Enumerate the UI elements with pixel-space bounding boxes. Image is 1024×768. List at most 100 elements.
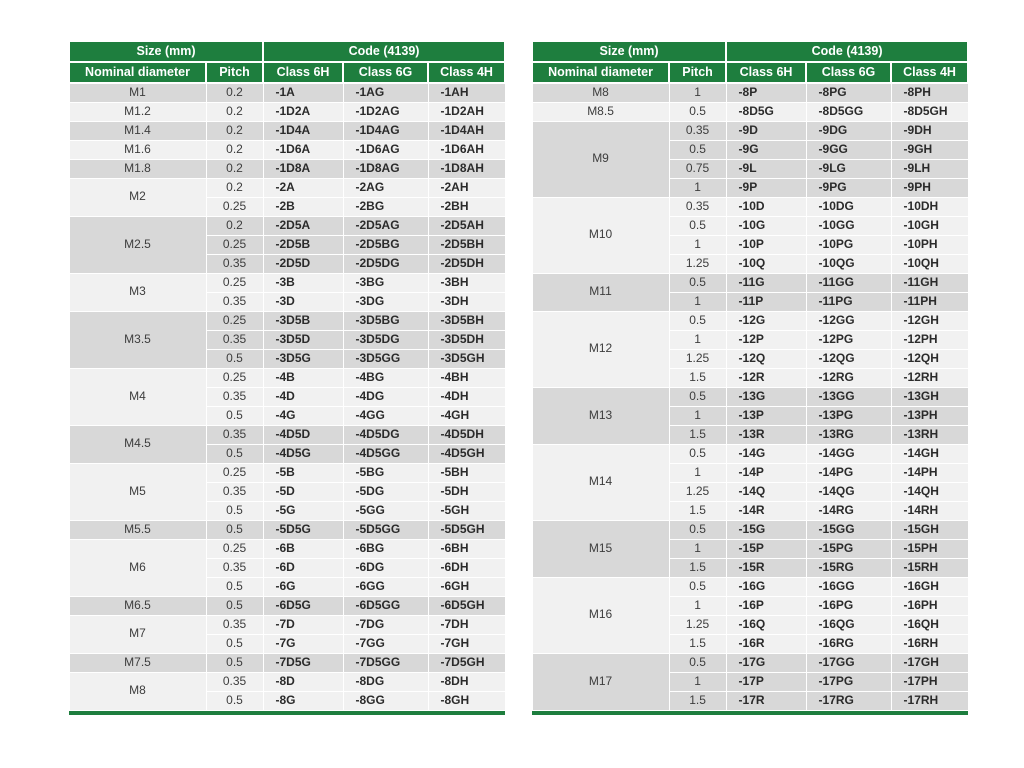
code-6h-cell: -6B — [262, 538, 344, 559]
nominal-diameter-cell: M5 — [68, 462, 207, 521]
pitch-cell: 0.25 — [205, 310, 264, 331]
table-row: M14 0.5 -14G -14GG -14GH — [531, 443, 969, 521]
table-header: Size (mm) Code (4139) Nominal diameter P… — [67, 40, 507, 84]
table-row: 1.5 -15R -15RG -15RH — [532, 557, 969, 578]
table-row: 0.5 -4D5G -4D5GG -4D5GH — [69, 443, 506, 464]
code-4h-cell: -1D2AH — [427, 101, 506, 122]
code-6h-cell: -10D — [725, 196, 807, 217]
size-code-table-left: Size (mm) Code (4139) Nominal diameter P… — [67, 40, 507, 715]
code-6h-cell: -9G — [725, 139, 807, 160]
code-6h-cell: -16G — [725, 576, 807, 597]
code-6h-cell: -15G — [725, 519, 807, 540]
header-code-group: Code (4139) — [262, 40, 507, 63]
header-pitch: Pitch — [204, 61, 265, 84]
code-4h-cell: -3DH — [427, 291, 506, 312]
nominal-diameter-cell: M1.6 — [68, 139, 207, 160]
table-row: M11 0.5 -11G -11GG -11GH — [531, 272, 969, 312]
code-6h-cell: -13P — [725, 405, 807, 426]
code-6g-cell: -2D5DG — [342, 253, 429, 274]
table-row: 0.75 -9L -9LG -9LH — [532, 158, 969, 179]
pitch-cell: 1 — [668, 405, 727, 426]
code-6g-cell: -13PG — [805, 405, 892, 426]
code-6g-cell: -1AG — [342, 82, 429, 103]
code-6g-cell: -6GG — [342, 576, 429, 597]
code-6g-cell: -12RG — [805, 367, 892, 388]
code-6g-cell: -7DG — [342, 614, 429, 635]
pitch-cell: 0.5 — [668, 272, 727, 293]
code-6g-cell: -3D5GG — [342, 348, 429, 369]
code-4h-cell: -10PH — [890, 234, 969, 255]
code-4h-cell: -6BH — [427, 538, 506, 559]
nominal-diameter-cell: M11 — [531, 272, 670, 312]
code-6g-cell: -6D5GG — [342, 595, 429, 616]
code-6h-cell: -9P — [725, 177, 807, 198]
code-4h-cell: -1D8AH — [427, 158, 506, 179]
code-4h-cell: -3D5DH — [427, 329, 506, 350]
code-6g-cell: -16PG — [805, 595, 892, 616]
code-4h-cell: -11GH — [890, 272, 969, 293]
table-row: 1.5 -13R -13RG -13RH — [532, 424, 969, 445]
nominal-diameter-cell: M7.5 — [68, 652, 207, 673]
code-6h-cell: -8D — [262, 671, 344, 692]
code-4h-cell: -8PH — [890, 82, 969, 103]
code-4h-cell: -4GH — [427, 405, 506, 426]
code-6h-cell: -2D5D — [262, 253, 344, 274]
table-row: M1.8 0.2 -1D8A -1D8AG -1D8AH — [68, 158, 506, 179]
table-row: 1 -13P -13PG -13PH — [532, 405, 969, 426]
code-6g-cell: -5BG — [342, 462, 429, 483]
header-pitch: Pitch — [668, 61, 728, 84]
table-row: 1.5 -16R -16RG -16RH — [532, 633, 969, 654]
code-4h-cell: -7DH — [427, 614, 506, 635]
table-header: Size (mm) Code (4139) Nominal diameter P… — [531, 40, 970, 84]
table-row: 1.25 -10Q -10QG -10QH — [532, 253, 969, 274]
code-6g-cell: -5D5GG — [342, 519, 429, 540]
nominal-diameter-cell: M8 — [68, 671, 207, 711]
nominal-diameter-cell: M2 — [68, 177, 207, 217]
table-row: 0.25 -2B -2BG -2BH — [69, 196, 506, 217]
code-4h-cell: -2BH — [427, 196, 506, 217]
table-row: 1.5 -14R -14RG -14RH — [532, 500, 969, 521]
code-4h-cell: -8D5GH — [890, 101, 969, 122]
code-4h-cell: -13RH — [890, 424, 969, 445]
page: Size (mm) Code (4139) Nominal diameter P… — [67, 40, 970, 715]
code-4h-cell: -5GH — [427, 500, 506, 521]
pitch-cell: 0.35 — [205, 671, 264, 692]
code-4h-cell: -10QH — [890, 253, 969, 274]
code-6g-cell: -2BG — [342, 196, 429, 217]
code-4h-cell: -10GH — [890, 215, 969, 236]
table-row: M15 0.5 -15G -15GG -15GH — [531, 519, 969, 578]
code-6g-cell: -8D5GG — [805, 101, 892, 122]
code-4h-cell: -16RH — [890, 633, 969, 654]
code-6h-cell: -9D — [725, 120, 807, 141]
header-size-group: Size (mm) — [531, 40, 728, 63]
pitch-cell: 1 — [668, 538, 727, 559]
code-6h-cell: -17R — [725, 690, 807, 711]
code-6g-cell: -14RG — [805, 500, 892, 521]
nominal-diameter-cell: M1.4 — [68, 120, 207, 141]
table-row: 0.5 -5G -5GG -5GH — [69, 500, 506, 521]
code-6h-cell: -3D — [262, 291, 344, 312]
nominal-diameter-cell: M13 — [531, 386, 670, 445]
code-6h-cell: -3B — [262, 272, 344, 293]
table-row: 1.25 -14Q -14QG -14QH — [532, 481, 969, 502]
code-6g-cell: -14QG — [805, 481, 892, 502]
code-4h-cell: -9GH — [890, 139, 969, 160]
table-row: 0.35 -3D5D -3D5DG -3D5DH — [69, 329, 506, 350]
nominal-diameter-cell: M12 — [531, 310, 670, 388]
table-row: 1 -16P -16PG -16PH — [532, 595, 969, 616]
code-4h-cell: -9DH — [890, 120, 969, 141]
nominal-diameter-cell: M7 — [68, 614, 207, 654]
code-6h-cell: -2B — [262, 196, 344, 217]
table-row: M17 0.5 -17G -17GG -17GH — [531, 652, 969, 711]
code-4h-cell: -14QH — [890, 481, 969, 502]
pitch-cell: 1 — [668, 595, 727, 616]
code-6g-cell: -8PG — [805, 82, 892, 103]
code-6g-cell: -16QG — [805, 614, 892, 635]
table-row: M13 0.5 -13G -13GG -13GH — [531, 386, 969, 445]
code-6g-cell: -9LG — [805, 158, 892, 179]
code-4h-cell: -16QH — [890, 614, 969, 635]
code-4h-cell: -3D5BH — [427, 310, 506, 331]
code-6h-cell: -7D5G — [262, 652, 344, 673]
table-row: M10 0.35 -10D -10DG -10DH — [531, 196, 969, 274]
pitch-cell: 1 — [668, 671, 727, 692]
